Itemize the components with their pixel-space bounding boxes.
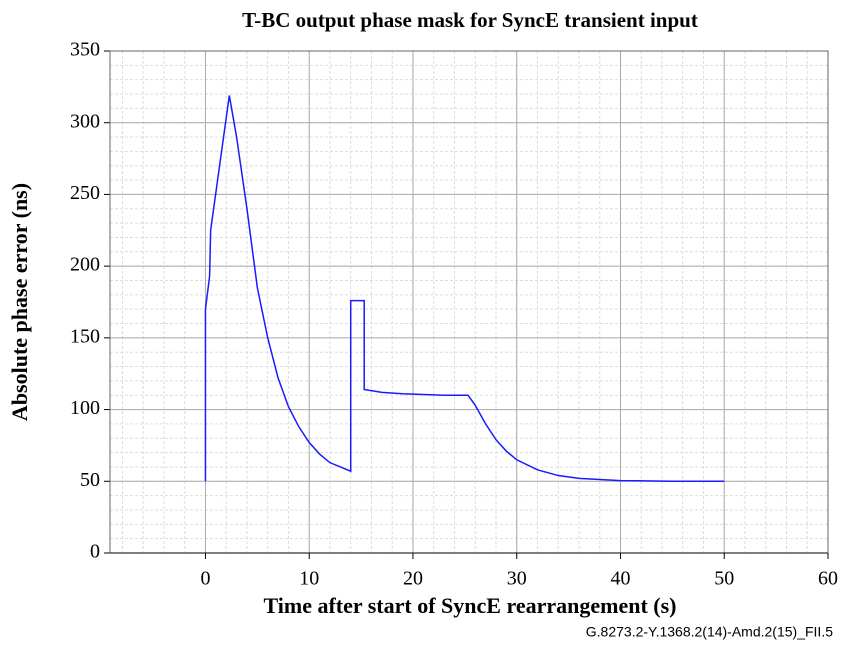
x-tick-label: 0: [200, 568, 210, 590]
chart-title: T-BC output phase mask for SyncE transie…: [242, 8, 698, 32]
source-note: G.8273.2-Y.1368.2(14)-Amd.2(15)_FII.5: [586, 624, 833, 640]
x-tick-label: 20: [403, 568, 423, 590]
x-axis-label: Time after start of SyncE rearrangement …: [263, 593, 676, 618]
y-tick-label: 50: [80, 469, 100, 491]
y-tick-label: 0: [90, 541, 100, 563]
x-tick-label: 30: [507, 568, 527, 590]
x-tick-label: 50: [714, 568, 734, 590]
x-tick-label: 40: [610, 568, 630, 590]
y-tick-label: 350: [70, 39, 100, 61]
y-tick-label: 300: [70, 110, 100, 132]
y-tick-label: 250: [70, 182, 100, 204]
y-tick-label: 150: [70, 325, 100, 347]
x-tick-label: 10: [299, 568, 319, 590]
y-axis-label: Absolute phase error (ns): [7, 183, 32, 421]
x-tick-label: 60: [818, 568, 838, 590]
line-series: [204, 95, 725, 483]
y-tick-label: 100: [70, 397, 100, 419]
plot-frame: [109, 50, 829, 554]
y-tick-label: 200: [70, 254, 100, 276]
